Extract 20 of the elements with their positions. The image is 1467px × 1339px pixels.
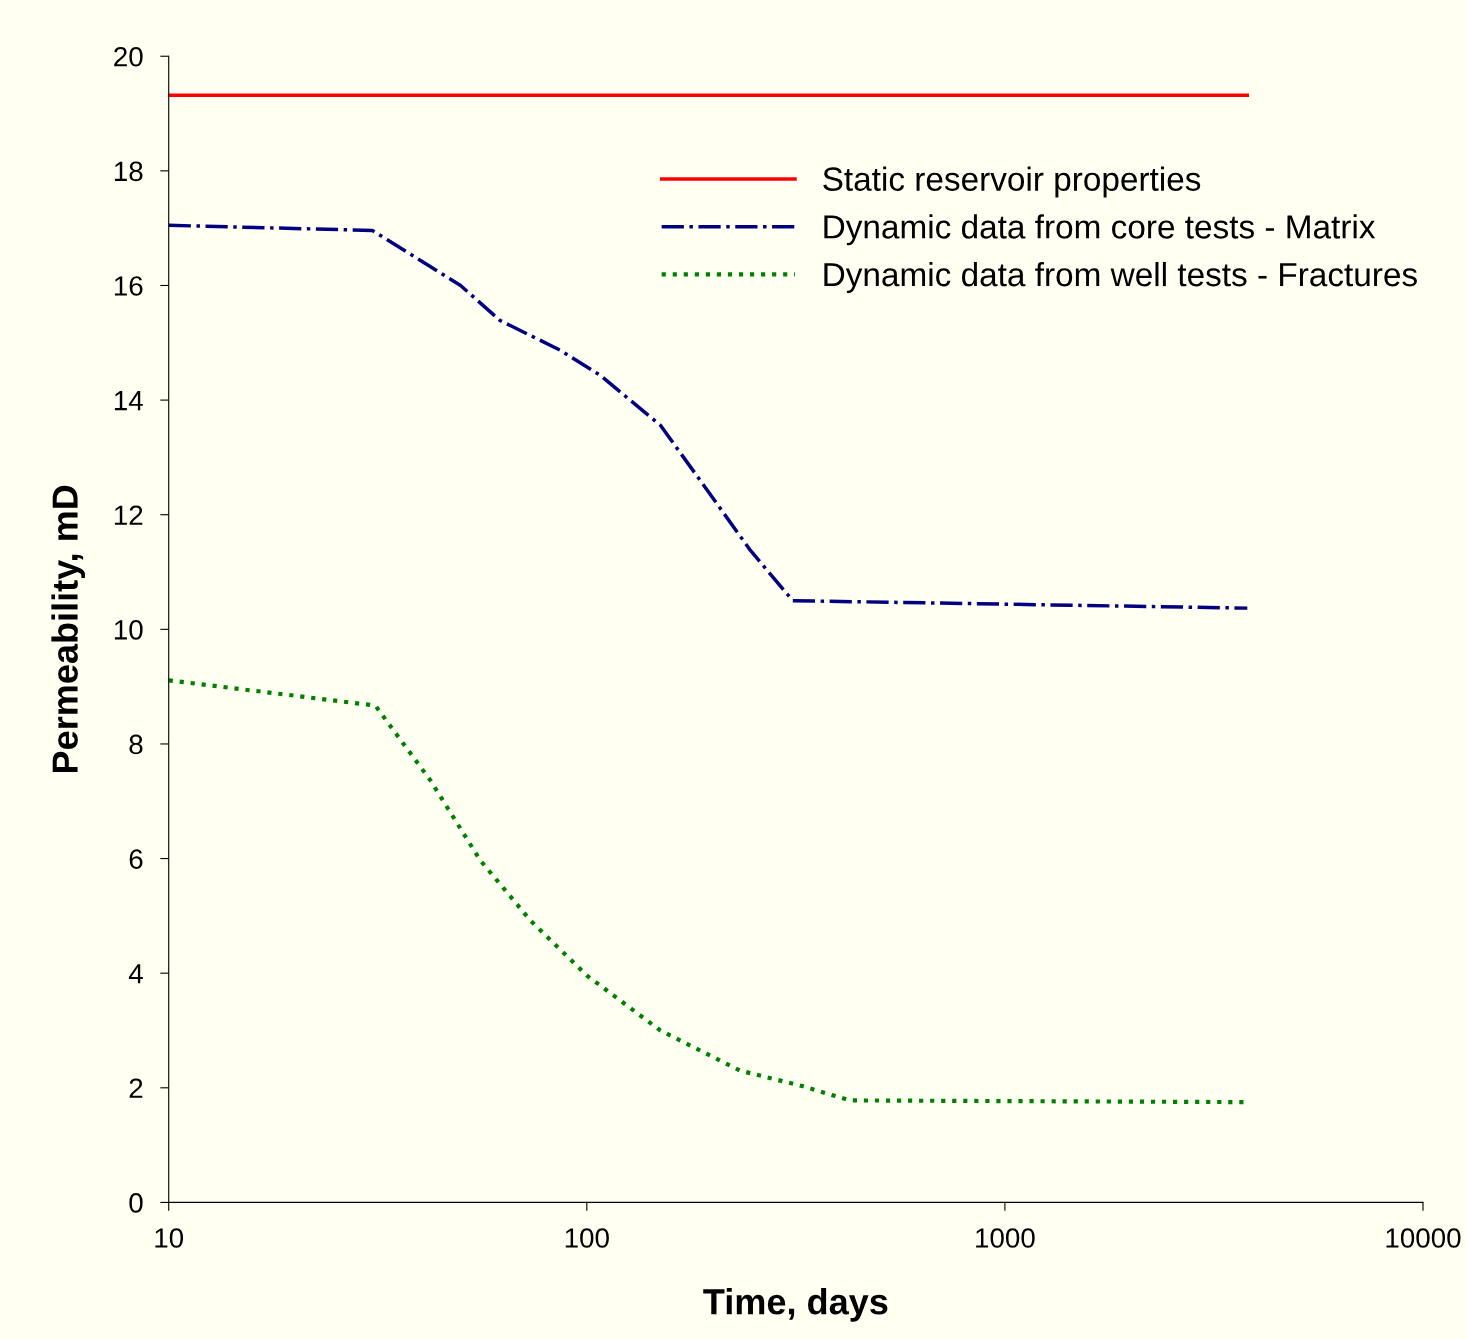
legend-label: Dynamic data from well tests - Fractures [824,261,1417,294]
y-axis-title: Permeability, mD [51,485,86,773]
y-tick-label: 10 [114,620,143,640]
y-tick-label: 2 [129,1078,143,1098]
x-tick-label: 100 [565,1228,609,1248]
legend-label: Static reservoir properties [823,166,1201,198]
y-tick-label: 0 [129,1193,143,1213]
y-tick-label: 18 [114,161,143,182]
y-tick-label: 4 [128,964,143,984]
y-tick-label: 16 [114,276,143,296]
x-axis-title: Time, days [703,1288,888,1322]
y-tick-label: 6 [129,849,143,869]
y-tick-label: 8 [129,734,143,755]
x-tick-label: 10000 [1386,1228,1461,1248]
x-tick-label: 10 [155,1228,184,1248]
legend-label: Dynamic data from core tests - Matrix [824,214,1376,246]
x-tick-label: 1000 [976,1228,1035,1248]
y-tick-label: 12 [114,505,143,525]
y-tick-label: 14 [114,391,143,411]
y-tick-label: 20 [114,46,143,67]
